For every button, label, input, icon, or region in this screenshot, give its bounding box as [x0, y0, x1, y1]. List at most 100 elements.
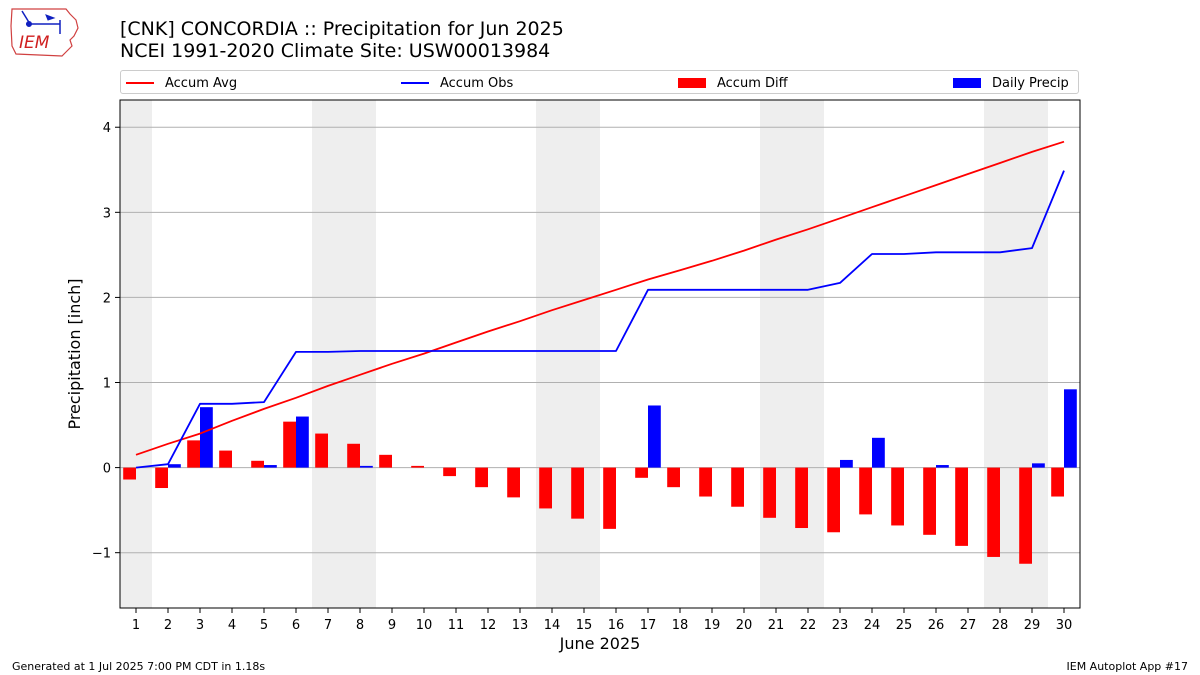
legend-swatch — [401, 82, 429, 84]
accum-diff-bar — [827, 467, 840, 533]
accum-diff-bar — [219, 450, 232, 468]
x-tick-label: 22 — [800, 618, 817, 633]
legend-item-daily-precip: Daily Precip — [953, 74, 1069, 92]
weekend-shade — [568, 100, 600, 608]
accum-diff-bar — [635, 467, 648, 478]
daily-precip-bar — [872, 437, 885, 468]
accum-diff-bar — [987, 467, 1000, 557]
gridlines-layer — [120, 126, 1080, 554]
y-tick-label: 4 — [103, 121, 111, 136]
accum-diff-bar — [539, 467, 552, 509]
x-tick-label: 19 — [704, 618, 721, 633]
x-tick-label: 17 — [640, 618, 657, 633]
x-tick-label: 9 — [388, 618, 396, 633]
accum-diff-bar — [1051, 467, 1064, 497]
x-tick-label: 14 — [544, 618, 561, 633]
weather-station-icon — [21, 10, 61, 34]
y-tick-label: 1 — [103, 377, 111, 392]
accum-diff-bar — [859, 467, 872, 515]
x-tick-label: 7 — [324, 618, 332, 633]
daily-precip-bar — [1032, 463, 1045, 468]
daily-precip-bar — [1064, 389, 1077, 468]
legend-label: Accum Diff — [717, 75, 788, 91]
app-credit: IEM Autoplot App #17 — [1066, 660, 1189, 673]
accum-diff-bar — [1019, 467, 1032, 564]
iowa-outline-icon — [10, 8, 79, 57]
legend-item-accum-diff: Accum Diff — [678, 74, 788, 92]
bars-layer — [123, 389, 1077, 564]
chart-subtitle: NCEI 1991-2020 Climate Site: USW00013984 — [120, 40, 551, 62]
weekend-shade — [760, 100, 792, 608]
accum-diff-bar — [699, 467, 712, 497]
legend-swatch — [953, 78, 981, 88]
weekend-shade — [344, 100, 376, 608]
x-tick-label: 8 — [356, 618, 364, 633]
logo-text: IEM — [19, 33, 50, 53]
x-axis-label: June 2025 — [559, 634, 641, 653]
legend-item-accum-avg: Accum Avg — [126, 74, 237, 92]
accum-diff-bar — [123, 467, 136, 480]
chart-title: [CNK] CONCORDIA :: Precipitation for Jun… — [120, 18, 564, 40]
accum-diff-bar — [571, 467, 584, 519]
lines-layer — [135, 140, 1065, 469]
accum-diff-bar — [475, 467, 488, 488]
daily-precip-bar — [168, 464, 181, 468]
x-tick-label: 20 — [736, 618, 753, 633]
daily-precip-bar — [296, 416, 309, 468]
daily-precip-bar — [360, 465, 373, 468]
daily-precip-bar — [936, 465, 949, 468]
weekend-shading-layer — [120, 100, 1048, 608]
x-tick-label: 10 — [416, 618, 433, 633]
accum-diff-bar — [731, 467, 744, 507]
x-tick-label: 12 — [480, 618, 497, 633]
x-tick-label: 11 — [448, 618, 465, 633]
x-tick-label: 1 — [132, 618, 140, 633]
daily-precip-bar — [840, 459, 853, 468]
x-tick-label: 30 — [1056, 618, 1073, 633]
accum-diff-bar — [283, 421, 296, 468]
accum-diff-bar — [763, 467, 776, 518]
legend-label: Accum Avg — [165, 75, 238, 91]
accum-diff-bar — [315, 433, 328, 468]
x-tick-label: 28 — [992, 618, 1009, 633]
x-tick-label: 3 — [196, 618, 204, 633]
x-tick-label: 15 — [576, 618, 593, 633]
weekend-shade — [792, 100, 824, 608]
y-tick-label: −1 — [92, 547, 111, 562]
accum-diff-bar — [347, 443, 360, 468]
x-tick-label: 16 — [608, 618, 625, 633]
x-tick-label: 24 — [864, 618, 881, 633]
x-tick-label: 29 — [1024, 618, 1041, 633]
accum-diff-bar — [251, 460, 264, 468]
iem-logo: IEM — [10, 8, 79, 57]
accum-diff-bar — [507, 467, 520, 498]
accum-diff-bar — [795, 467, 808, 529]
accum-diff-bar — [955, 467, 968, 546]
x-tick-label: 25 — [896, 618, 913, 633]
accum-diff-bar — [923, 467, 936, 535]
accum-avg-line — [135, 140, 1065, 456]
plot-frame — [119, 99, 1081, 609]
x-tick-label: 18 — [672, 618, 689, 633]
y-tick-label: 3 — [103, 206, 111, 221]
legend-label: Daily Precip — [992, 75, 1069, 91]
x-tick-label: 23 — [832, 618, 849, 633]
legend-item-accum-obs: Accum Obs — [401, 74, 513, 92]
legend-swatch — [678, 78, 706, 88]
accum-diff-bar — [891, 467, 904, 526]
accum-obs-line — [135, 170, 1065, 469]
legend-label: Accum Obs — [440, 75, 514, 91]
x-tick-label: 27 — [960, 618, 977, 633]
daily-precip-bar — [200, 407, 213, 468]
y-axis-label: Precipitation [inch] — [65, 278, 84, 429]
x-tick-label: 26 — [928, 618, 945, 633]
x-tick-label: 6 — [292, 618, 300, 633]
daily-precip-bar — [648, 405, 661, 468]
accum-diff-bar — [379, 454, 392, 468]
weekend-shade — [536, 100, 568, 608]
x-tick-label: 5 — [260, 618, 268, 633]
accum-diff-bar — [667, 467, 680, 488]
x-tick-label: 13 — [512, 618, 529, 633]
